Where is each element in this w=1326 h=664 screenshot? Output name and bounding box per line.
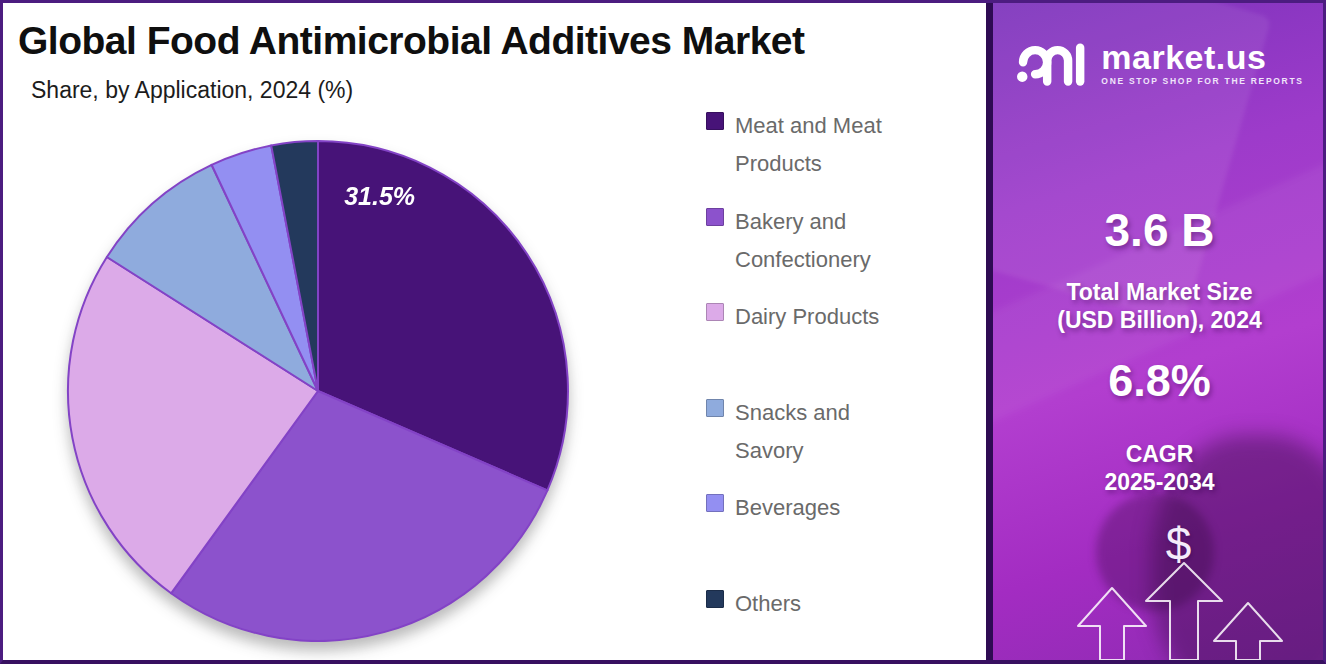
legend-item-dairy-products: Dairy Products bbox=[706, 298, 907, 336]
legend-swatch bbox=[706, 399, 724, 417]
legend-item-others: Others bbox=[706, 585, 907, 623]
legend-item-bakery-and-confectionery: Bakery and Confectionery bbox=[706, 203, 907, 279]
legend-swatch bbox=[706, 590, 724, 608]
legend-label: Others bbox=[735, 585, 907, 623]
infographic: Global Food Antimicrobial Additives Mark… bbox=[0, 0, 1326, 664]
cagr-label: CAGR bbox=[993, 441, 1326, 468]
sidebar: market.us ONE STOP SHOP FOR THE REPORTS … bbox=[986, 3, 1326, 660]
legend-swatch bbox=[706, 112, 724, 130]
page-title: Global Food Antimicrobial Additives Mark… bbox=[18, 19, 805, 63]
legend-label: Snacks and Savory bbox=[735, 394, 907, 470]
marketus-logo-icon bbox=[1015, 33, 1089, 93]
pie-chart: 31.5% bbox=[58, 131, 578, 655]
growth-arrows-icon bbox=[993, 515, 1326, 660]
brand-name: market.us bbox=[1101, 41, 1303, 73]
legend-item-snacks-and-savory: Snacks and Savory bbox=[706, 394, 907, 470]
market-size-label-line2: (USD Billion), 2024 bbox=[993, 307, 1326, 334]
legend-swatch bbox=[706, 303, 724, 321]
chart-subtitle: Share, by Application, 2024 (%) bbox=[31, 77, 353, 104]
legend-swatch bbox=[706, 494, 724, 512]
legend-label: Bakery and Confectionery bbox=[735, 203, 907, 279]
brand-logo: market.us ONE STOP SHOP FOR THE REPORTS bbox=[993, 33, 1326, 93]
legend-item-meat-and-meat-products: Meat and Meat Products bbox=[706, 107, 907, 183]
market-size-value: 3.6 B bbox=[993, 203, 1326, 257]
legend-swatch bbox=[706, 208, 724, 226]
legend-label: Beverages bbox=[735, 489, 907, 527]
market-size-label-line1: Total Market Size bbox=[993, 279, 1326, 306]
chart-legend: Meat and Meat Products Bakery and Confect… bbox=[706, 107, 946, 637]
pie-data-label: 31.5% bbox=[344, 182, 415, 210]
legend-item-beverages: Beverages bbox=[706, 489, 907, 527]
brand-tagline: ONE STOP SHOP FOR THE REPORTS bbox=[1101, 76, 1303, 86]
cagr-period: 2025-2034 bbox=[993, 469, 1326, 496]
chart-panel: Global Food Antimicrobial Additives Mark… bbox=[3, 3, 986, 660]
cagr-value: 6.8% bbox=[993, 355, 1326, 407]
legend-label: Meat and Meat Products bbox=[735, 107, 907, 183]
legend-label: Dairy Products bbox=[735, 298, 907, 336]
